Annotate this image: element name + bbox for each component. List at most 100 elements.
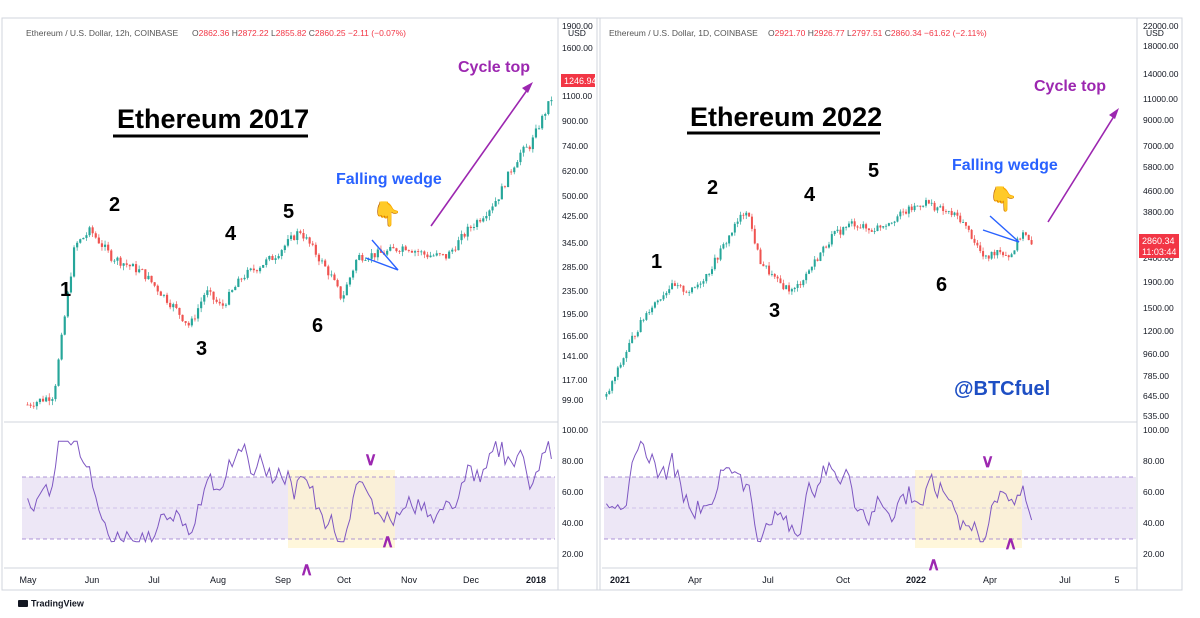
y-tick-label: 4600.00 xyxy=(1143,186,1174,196)
left-cycle-top-label: Cycle top xyxy=(458,59,530,76)
candle xyxy=(713,254,716,271)
rsi-tick-label: 80.00 xyxy=(562,456,584,466)
candle xyxy=(29,402,32,409)
candle xyxy=(668,285,671,295)
candle xyxy=(645,311,648,321)
candle xyxy=(200,297,203,313)
candle xyxy=(833,230,836,236)
candle xyxy=(131,262,135,267)
chart-left[interactable]: Ethereum / U.S. Dollar, 12h, COINBASE O2… xyxy=(4,18,597,590)
right-wave-4: 4 xyxy=(804,184,816,206)
chart-right[interactable]: Ethereum / U.S. Dollar, 1D, COINBASE O29… xyxy=(602,18,1179,590)
left-candles xyxy=(26,96,553,410)
candle xyxy=(311,240,314,247)
candle xyxy=(497,199,500,205)
candle xyxy=(342,290,345,303)
candle xyxy=(1022,229,1025,242)
y-tick-label: 500.00 xyxy=(562,191,588,201)
candle xyxy=(466,223,469,241)
candle xyxy=(862,221,865,230)
y-tick-label: 235.00 xyxy=(562,286,588,296)
y-tick-label: 900.00 xyxy=(562,116,588,126)
right-title: Ethereum 2022 xyxy=(690,102,882,132)
x-tick-label: 2018 xyxy=(526,575,546,585)
candle xyxy=(753,225,756,245)
candle xyxy=(116,256,119,266)
candle xyxy=(153,281,156,288)
chevron-down-icon: ∨ xyxy=(981,451,994,471)
left-symbol: Ethereum / U.S. Dollar, 12h, COINBASE xyxy=(26,28,178,38)
candle xyxy=(110,249,113,263)
x-tick-label: Sep xyxy=(275,575,291,585)
candle xyxy=(506,171,510,188)
candle xyxy=(910,203,913,213)
candle xyxy=(38,398,42,405)
candle xyxy=(531,134,534,153)
candle xyxy=(547,101,550,116)
candle xyxy=(830,231,833,247)
candle xyxy=(162,294,166,298)
left-x-ticks: May Jun Jul Aug Sep Oct Nov Dec 2018 xyxy=(19,575,546,585)
candle xyxy=(469,225,472,232)
candle xyxy=(417,248,420,257)
candle xyxy=(172,302,175,312)
candle xyxy=(796,280,799,292)
candle xyxy=(544,112,547,120)
candle xyxy=(231,289,234,293)
candle xyxy=(147,272,150,280)
candle xyxy=(156,284,159,296)
rsi-tick-label: 60.00 xyxy=(562,487,584,497)
candle xyxy=(808,269,811,275)
candle xyxy=(243,274,246,281)
tradingview-logo[interactable]: TradingView xyxy=(18,598,84,609)
candle xyxy=(930,199,933,207)
candle xyxy=(193,314,197,322)
candle xyxy=(642,318,645,323)
candle xyxy=(982,247,985,260)
candle xyxy=(739,211,742,225)
candle xyxy=(345,282,348,296)
candle xyxy=(836,226,839,233)
candle xyxy=(845,225,848,231)
candle xyxy=(457,236,460,251)
x-tick-label: Jun xyxy=(85,575,100,585)
candle xyxy=(444,254,448,261)
candle xyxy=(429,251,432,258)
candle xyxy=(782,279,785,291)
chevron-up-icon: ∧ xyxy=(927,554,940,574)
candle xyxy=(725,241,728,248)
candle xyxy=(987,255,990,262)
candle xyxy=(651,305,654,315)
candle xyxy=(460,230,463,245)
candle xyxy=(451,247,454,255)
left-y-ticks: 1900.00 1600.00 1100.00 900.00 740.00 620.00 5… xyxy=(562,21,593,405)
rsi-tick-label: 20.00 xyxy=(1143,549,1165,559)
candle xyxy=(1007,254,1010,261)
candle xyxy=(119,256,122,269)
candle xyxy=(423,250,426,259)
candle xyxy=(648,309,651,316)
x-tick-label: Jul xyxy=(148,575,160,585)
y-tick-label: 1100.00 xyxy=(562,91,592,101)
x-tick-label: 2022 xyxy=(906,575,926,585)
candle xyxy=(885,223,888,230)
candle xyxy=(283,244,286,253)
candle xyxy=(856,224,859,231)
candle xyxy=(902,208,905,216)
candle xyxy=(314,242,317,258)
candle xyxy=(1027,234,1030,241)
candle xyxy=(947,210,950,215)
candle xyxy=(258,265,262,274)
candle xyxy=(550,96,553,106)
candle xyxy=(950,207,953,218)
candle xyxy=(819,252,822,262)
candle xyxy=(184,320,187,326)
candle xyxy=(813,256,816,270)
rsi-tick-label: 40.00 xyxy=(562,518,584,528)
y-tick-label: 620.00 xyxy=(562,166,588,176)
candle xyxy=(91,225,94,238)
right-symbol: Ethereum / U.S. Dollar, 1D, COINBASE xyxy=(609,28,758,38)
candle xyxy=(816,257,819,262)
candle xyxy=(221,299,224,309)
candle xyxy=(48,393,51,406)
